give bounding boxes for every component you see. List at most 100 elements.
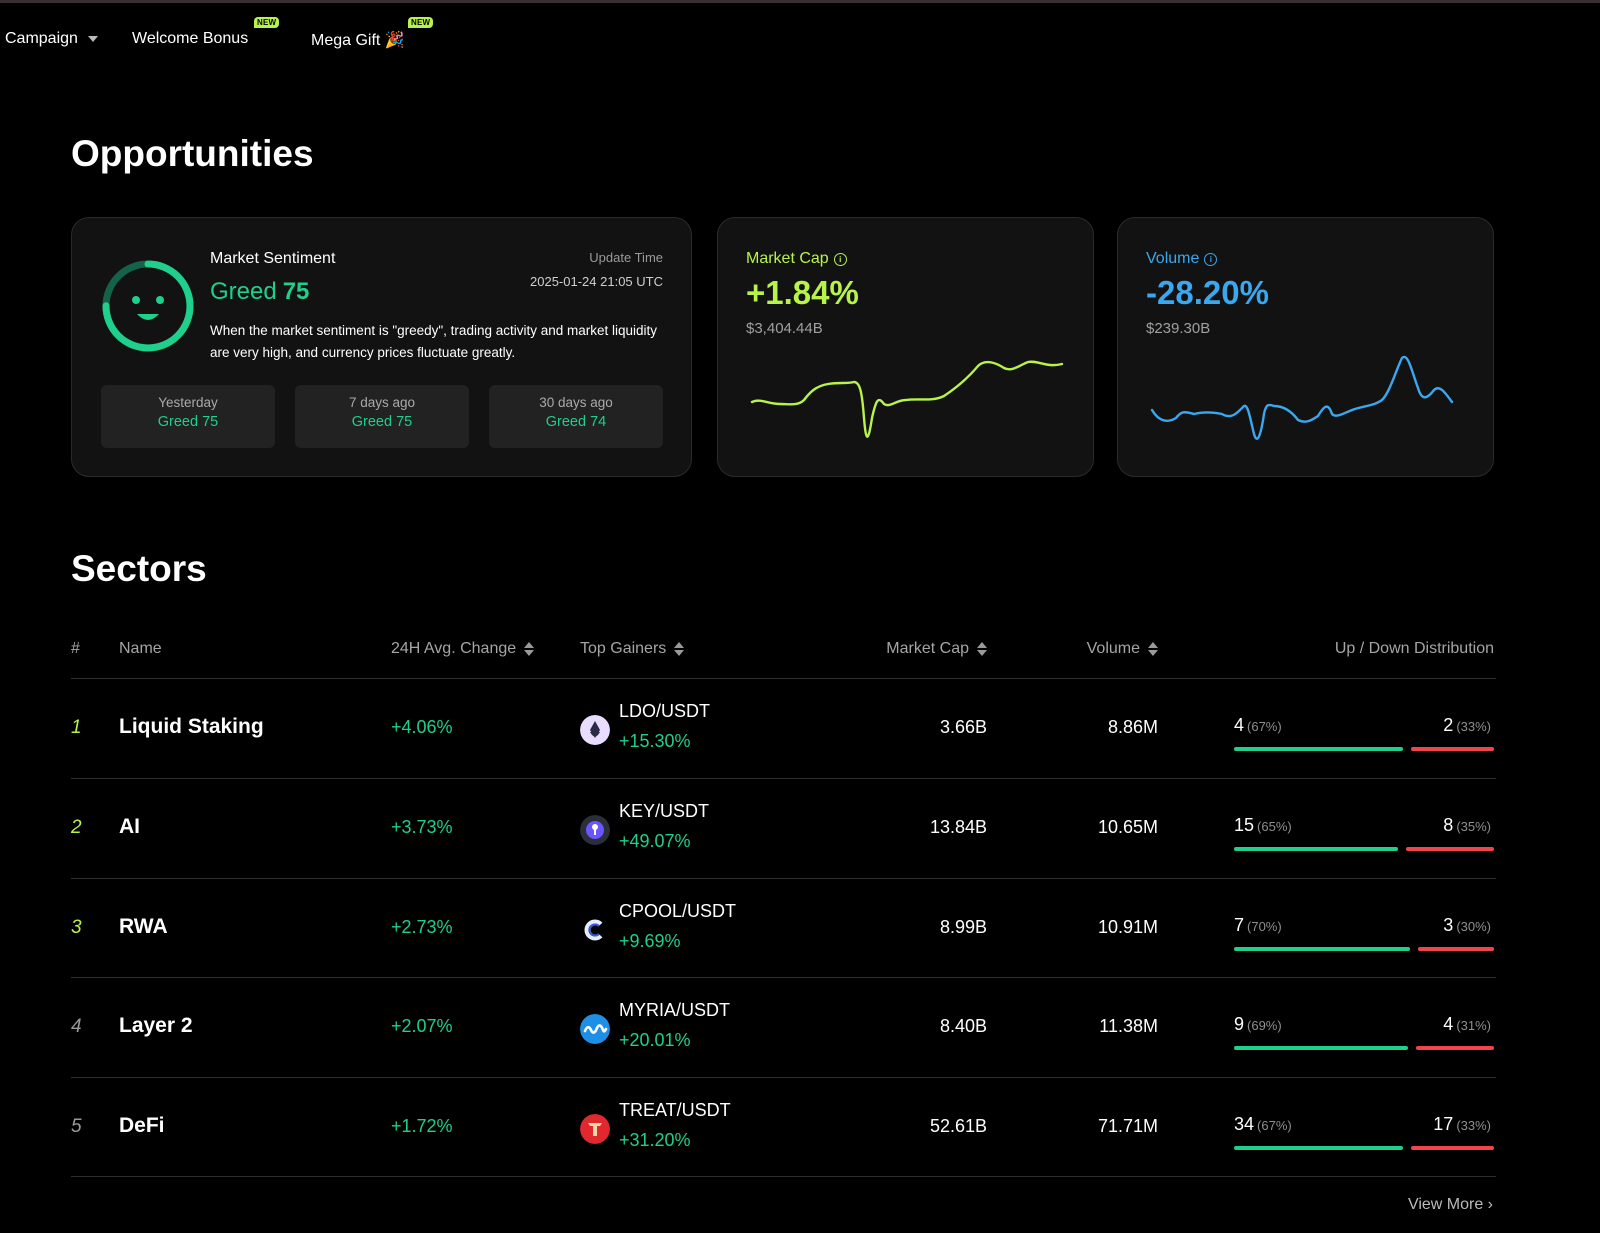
down-percent: (31%): [1456, 1018, 1491, 1033]
sentiment-value-label: Greed: [210, 278, 277, 305]
table-divider: [71, 1077, 1496, 1078]
volume-label-text: Volume: [1146, 250, 1200, 267]
row-down-count: 2 (33%): [1443, 715, 1491, 736]
row-pair[interactable]: TREAT/USDT: [619, 1100, 731, 1120]
header-avg-change-label: 24H Avg. Change: [391, 640, 517, 657]
header-avg-change[interactable]: 24H Avg. Change: [391, 640, 535, 658]
history-label: 30 days ago: [539, 395, 613, 410]
info-icon[interactable]: i: [833, 253, 847, 266]
header-distribution: Up / Down Distribution: [1334, 640, 1494, 657]
cpool-icon: [584, 919, 603, 941]
market-cap-card[interactable]: Market Cap i +1.84% $3,404.44B: [717, 217, 1094, 477]
volume-card[interactable]: Volume i -28.20% $239.30B: [1117, 217, 1494, 477]
header-market-cap[interactable]: Market Cap: [886, 640, 987, 658]
row-avg-change: +1.72%: [391, 1116, 453, 1136]
info-icon[interactable]: i: [1204, 253, 1218, 266]
row-rank: 5: [71, 1116, 82, 1137]
top-nav: Campaign Welcome Bonus NEW Mega Gift 🎉 N…: [0, 0, 1600, 80]
up-percent: (69%): [1247, 1018, 1282, 1033]
row-name[interactable]: Layer 2: [119, 1014, 193, 1037]
up-count: 34: [1234, 1114, 1255, 1134]
nav-welcome-bonus-label: Welcome Bonus: [132, 30, 249, 47]
row-pair-change: +20.01%: [619, 1030, 691, 1050]
down-percent: (30%): [1456, 919, 1491, 934]
key-icon: [580, 815, 610, 845]
down-count: 8: [1443, 815, 1454, 835]
header-top-gainers[interactable]: Top Gainers: [580, 640, 685, 658]
distribution-down-bar: [1418, 947, 1494, 951]
header-volume-label: Volume: [1086, 640, 1140, 657]
sentiment-history-yesterday: Yesterday Greed 75: [101, 385, 275, 448]
volume-sparkline: [1150, 355, 1454, 440]
row-market-cap: 52.61B: [929, 1116, 987, 1136]
row-pair[interactable]: LDO/USDT: [619, 701, 711, 721]
market-sentiment-card[interactable]: Market Sentiment Greed 75 Update Time 202…: [71, 217, 692, 477]
down-count: 17: [1433, 1114, 1454, 1134]
table-row[interactable]: 4 Layer 2 +2.07% MYRIA/USDT +20.01% 8.40…: [0, 978, 1600, 1077]
view-more-link[interactable]: View More ›: [1407, 1196, 1493, 1213]
table-row[interactable]: 2 AI +3.73% KEY/USDT +49.07% 13.84B 10.6…: [0, 779, 1600, 878]
row-pair-change: +49.07%: [619, 831, 691, 851]
sort-icon[interactable]: [524, 641, 535, 657]
distribution-up-bar: [1234, 947, 1411, 951]
nav-campaign-label: Campaign: [5, 30, 78, 47]
up-percent: (70%): [1247, 919, 1282, 934]
row-up-count: 15 (65%): [1234, 815, 1292, 836]
distribution-down-bar: [1405, 847, 1494, 851]
volume-change: -28.20%: [1146, 274, 1269, 311]
sort-icon[interactable]: [1148, 641, 1158, 657]
table-row[interactable]: 5 DeFi +1.72% TREAT/USDT +31.20% 52.61B …: [0, 1078, 1600, 1177]
down-count: 4: [1443, 1014, 1454, 1034]
table-row[interactable]: 1 Liquid Staking +4.06% LDO/USDT +15.30%…: [0, 679, 1600, 778]
row-name[interactable]: DeFi: [119, 1114, 165, 1137]
up-percent: (67%): [1247, 719, 1282, 734]
row-rank: 4: [71, 1016, 82, 1037]
row-up-count: 9 (69%): [1234, 1014, 1282, 1035]
table-row[interactable]: 3 RWA +2.73% CPOOL/USDT +9.69% 8.99B 10.…: [0, 879, 1600, 978]
nav-welcome-bonus[interactable]: Welcome Bonus NEW: [132, 17, 280, 48]
row-name[interactable]: RWA: [119, 915, 168, 938]
row-pair[interactable]: CPOOL/USDT: [619, 901, 737, 921]
header-volume[interactable]: Volume: [1087, 640, 1158, 658]
history-value: Greed 75: [157, 414, 219, 430]
market-cap-total: $3,404.44B: [746, 320, 823, 337]
up-count: 15: [1234, 815, 1255, 835]
row-volume: 10.65M: [1097, 817, 1158, 837]
row-market-cap: 13.84B: [929, 817, 987, 837]
new-badge: NEW: [254, 17, 280, 28]
down-percent: (33%): [1456, 719, 1491, 734]
row-name[interactable]: Liquid Staking: [119, 715, 264, 738]
row-down-count: 17 (33%): [1433, 1114, 1491, 1135]
nav-campaign[interactable]: Campaign: [5, 30, 98, 48]
down-count: 2: [1443, 715, 1454, 735]
row-pair[interactable]: KEY/USDT: [619, 801, 710, 821]
down-count: 3: [1443, 915, 1454, 935]
sentiment-value: Greed 75: [210, 278, 309, 306]
nav-mega-gift[interactable]: Mega Gift 🎉 NEW: [311, 17, 434, 50]
up-percent: (67%): [1257, 1118, 1292, 1133]
history-label: 7 days ago: [348, 395, 416, 410]
window-top-border: [0, 0, 1600, 3]
row-market-cap: 3.66B: [939, 717, 987, 737]
row-pair[interactable]: MYRIA/USDT: [619, 1000, 731, 1020]
row-avg-change: +3.73%: [391, 817, 453, 837]
row-pair-change: +15.30%: [619, 731, 691, 751]
row-rank: 2: [71, 817, 82, 838]
row-avg-change: +2.07%: [391, 1016, 453, 1036]
row-pair-change: +9.69%: [619, 931, 681, 951]
update-time-label: Update Time: [589, 250, 663, 265]
down-percent: (33%): [1456, 1118, 1491, 1133]
sentiment-description: When the market sentiment is "greedy", t…: [210, 323, 658, 360]
sort-icon[interactable]: [977, 641, 987, 657]
row-volume: 71.71M: [1097, 1116, 1158, 1136]
sort-icon[interactable]: [674, 641, 685, 657]
row-down-count: 3 (30%): [1443, 915, 1491, 936]
row-name[interactable]: AI: [119, 815, 140, 838]
market-cap-label: Market Cap i: [746, 250, 847, 268]
market-cap-label-text: Market Cap: [746, 250, 829, 267]
header-rank: #: [71, 640, 80, 657]
header-name: Name: [119, 640, 162, 657]
sentiment-gauge-icon: [102, 260, 194, 352]
distribution-down-bar: [1415, 1046, 1494, 1050]
history-value: Greed 75: [351, 414, 413, 430]
